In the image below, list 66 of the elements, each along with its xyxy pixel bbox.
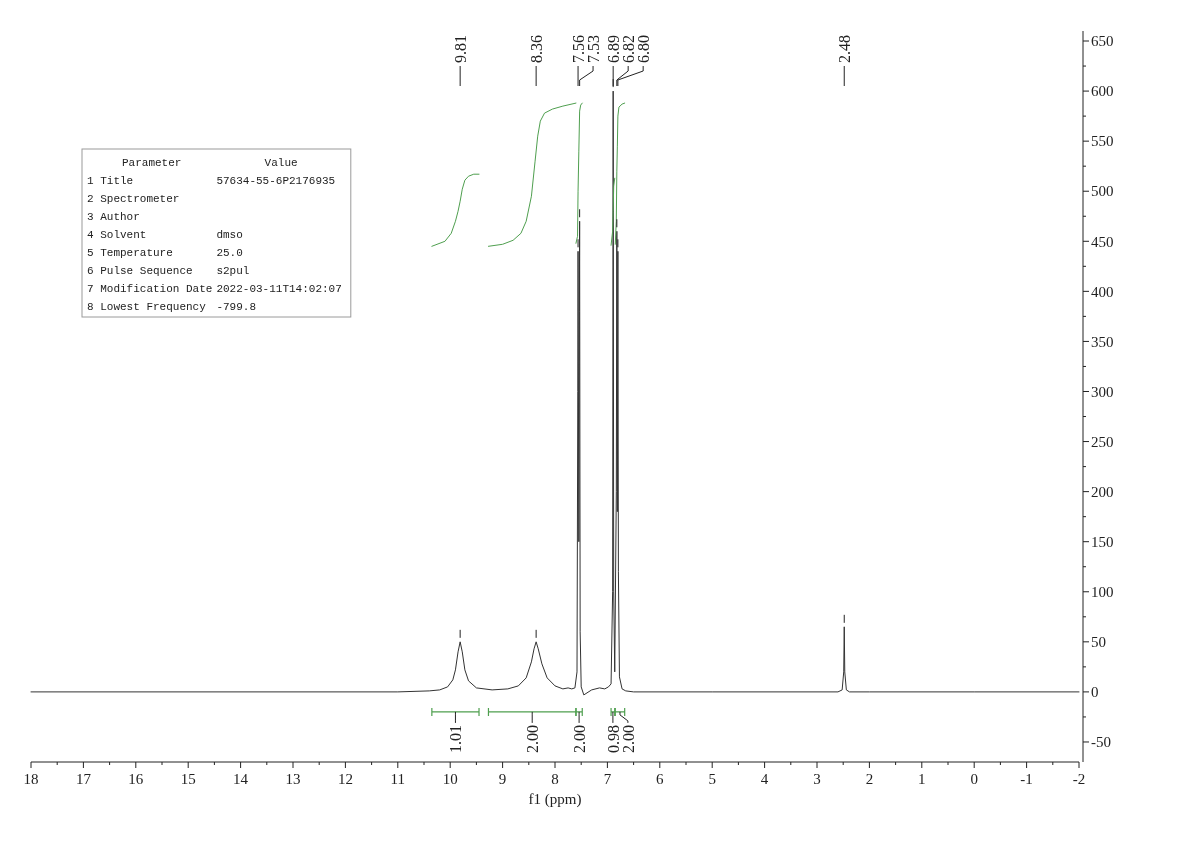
y-tick-label: 350 — [1091, 333, 1114, 350]
x-tick-label: 15 — [180, 771, 196, 787]
text: s2pul — [216, 264, 250, 277]
y-tick-label: 200 — [1091, 483, 1114, 500]
y-tick-label: 550 — [1091, 133, 1114, 150]
category-label: Parameter — [121, 156, 182, 169]
y-tick-label: 500 — [1091, 183, 1114, 200]
text: 2 Spectrometer — [87, 192, 180, 205]
x-tick-label: -1 — [1020, 771, 1033, 787]
x-tick-label: 8 — [551, 771, 559, 787]
text: 1 Title — [87, 174, 134, 187]
annotation: 6.80 — [634, 35, 652, 63]
x-tick-label: 7 — [603, 771, 612, 787]
x-tick-label: 16 — [128, 771, 144, 787]
x-tick-label: 18 — [23, 771, 39, 787]
text: 25.0 — [216, 246, 243, 259]
y-tick-label: 300 — [1091, 383, 1114, 400]
annotation: 1.01 — [447, 724, 465, 753]
y-tick-label: 100 — [1091, 584, 1114, 601]
text: dmso — [216, 228, 243, 241]
x-tick-label: 11 — [390, 771, 406, 787]
x-tick-label: 5 — [708, 771, 716, 787]
annotation: 2.00 — [570, 724, 588, 753]
x-tick-label: 2 — [865, 771, 874, 787]
x-axis-title: f1 (ppm) — [528, 791, 582, 808]
annotation: 6.89 — [604, 35, 622, 63]
y-tick-label: 400 — [1091, 283, 1114, 300]
annotation: 7.56 — [569, 35, 587, 63]
category-label: Value — [264, 156, 298, 169]
annotation: 0.98 — [604, 724, 622, 753]
text: -799.8 — [216, 300, 257, 313]
text: 8 Lowest Frequency — [87, 300, 206, 313]
text: 5 Temperature — [87, 246, 173, 259]
x-tick-label: 3 — [813, 771, 821, 787]
y-tick-label: 50 — [1091, 634, 1106, 651]
x-tick-label: 9 — [498, 771, 507, 787]
x-tick-label: 1 — [918, 771, 926, 787]
annotation: 2.48 — [835, 35, 853, 63]
x-tick-label: 4 — [760, 771, 769, 787]
x-tick-label: 0 — [970, 771, 978, 787]
y-tick-label: 600 — [1091, 83, 1114, 100]
y-tick-label: 650 — [1091, 33, 1114, 50]
x-tick-label: 13 — [285, 771, 301, 787]
text: 7 Modification Date — [87, 282, 213, 295]
annotation: 6.82 — [619, 35, 637, 63]
y-tick-label: 450 — [1091, 233, 1114, 250]
text: 6 Pulse Sequence — [87, 264, 193, 277]
x-tick-label: -2 — [1072, 771, 1086, 787]
annotation: 7.53 — [584, 35, 602, 63]
x-tick-label: 6 — [656, 771, 665, 787]
y-tick-label: 0 — [1091, 684, 1099, 701]
x-tick-label: 12 — [337, 771, 353, 787]
annotation: 9.81 — [451, 35, 469, 63]
text: 3 Author — [87, 210, 140, 223]
y-tick-label: 150 — [1091, 533, 1114, 550]
y-tick-label: 250 — [1091, 433, 1114, 450]
text: 4 Solvent — [87, 228, 147, 241]
annotation: 2.00 — [523, 724, 541, 753]
x-tick-label: 17 — [75, 771, 92, 787]
annotation: 8.36 — [527, 35, 545, 63]
text: 2022-03-11T14:02:07 — [216, 282, 342, 295]
y-tick-label: -50 — [1091, 734, 1111, 751]
x-tick-label: 14 — [233, 771, 249, 787]
annotation: 2.00 — [619, 724, 637, 753]
x-tick-label: 10 — [442, 771, 458, 787]
text: 57634-55-6P2176935 — [216, 174, 336, 187]
